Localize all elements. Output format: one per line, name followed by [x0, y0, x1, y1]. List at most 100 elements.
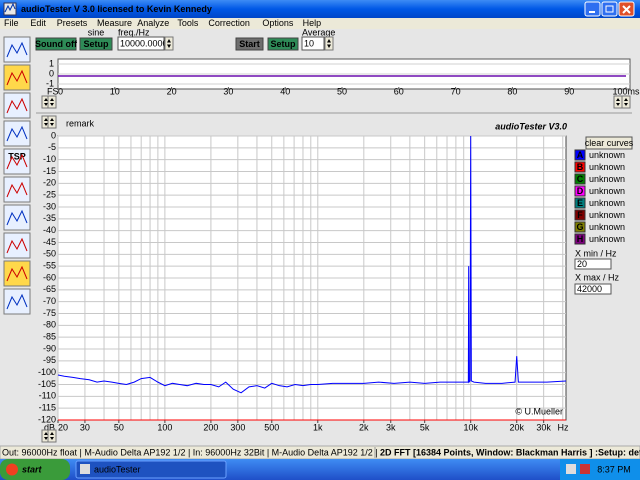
tool-button[interactable]: [3, 176, 31, 203]
spinner[interactable]: [47, 115, 57, 129]
spectrum-x-tick-label: 2k: [359, 422, 369, 432]
tool-button[interactable]: [3, 120, 31, 147]
menu-item[interactable]: Help: [303, 18, 322, 28]
legend-swatch[interactable]: [574, 209, 586, 221]
scope-x-tick-label: 30: [223, 86, 233, 96]
xmin-input[interactable]: [574, 258, 612, 270]
tool-button[interactable]: [3, 92, 31, 119]
spectrum-x-tick-label: 500: [264, 422, 279, 432]
spinner[interactable]: [613, 95, 623, 109]
spectrum-y-tick-label: -105: [38, 379, 56, 389]
clear-curves-label: clear curves: [585, 138, 634, 148]
spectrum-y-tick-label: -10: [43, 154, 56, 164]
spinner[interactable]: [164, 36, 174, 51]
spectrum-y-tick-label: -80: [43, 320, 56, 330]
tool-button[interactable]: [3, 148, 31, 175]
spinner[interactable]: [47, 95, 57, 109]
sound-off-button[interactable]: [35, 37, 77, 51]
task-label: audioTester: [94, 464, 141, 474]
spectrum-y-tick-label: -75: [43, 308, 56, 318]
scope-y-tick-label: 1: [49, 58, 54, 68]
spinner[interactable]: [621, 95, 631, 109]
spectrum-x-tick-label: 30k: [536, 422, 551, 432]
average-input-text: 10: [304, 38, 314, 48]
spectrum-x-tick-label: 200: [203, 422, 218, 432]
average-input[interactable]: [301, 36, 325, 51]
task-icon: [80, 464, 90, 474]
tool-glyph: [6, 265, 28, 282]
spinner-arrows: [624, 98, 628, 106]
scope-x-tick-label: 90: [564, 86, 574, 96]
legend-letter: F: [577, 210, 583, 220]
menu-item[interactable]: Options: [262, 18, 294, 28]
scope-x-tick-label: 70: [451, 86, 461, 96]
freq-input[interactable]: [117, 36, 165, 51]
start-label: start: [22, 464, 43, 474]
menu-item[interactable]: Edit: [30, 18, 46, 28]
spectrum-y-tick-label: -25: [43, 190, 56, 200]
clock: 8:37 PM: [597, 464, 631, 474]
spinner[interactable]: [47, 429, 57, 443]
legend-swatch[interactable]: [574, 185, 586, 197]
menu-item[interactable]: Presets: [57, 18, 88, 28]
maximize-button[interactable]: [601, 1, 618, 17]
scope-x-tick-label: 60: [394, 86, 404, 96]
remark-label: remark: [66, 118, 95, 128]
legend-swatch[interactable]: [574, 173, 586, 185]
task-button[interactable]: [75, 460, 227, 479]
spectrum-y-tick-label: -115: [39, 403, 56, 413]
xmax-label: X max / Hz: [575, 272, 620, 282]
scope-x-tick-label: 10: [110, 86, 120, 96]
tool-button[interactable]: [3, 288, 31, 315]
scope-x-tick-label: 100ms: [612, 86, 640, 96]
xmax-input-text: 42000: [577, 284, 602, 294]
menu-item[interactable]: Analyze: [137, 18, 169, 28]
legend-swatch[interactable]: [574, 161, 586, 173]
spinner[interactable]: [324, 36, 334, 51]
spinner-arrows: [50, 98, 54, 106]
xmax-input[interactable]: [574, 283, 612, 295]
legend-letter: G: [576, 222, 583, 232]
legend-name: unknown: [589, 174, 625, 184]
tool-button[interactable]: [3, 36, 31, 63]
legend-swatch[interactable]: [574, 149, 586, 161]
generator-setup-button[interactable]: [79, 37, 113, 51]
legend-swatch[interactable]: [574, 233, 586, 245]
menu-item[interactable]: Tools: [177, 18, 199, 28]
tool-glyph: [6, 181, 28, 198]
scope-x-tick-label: 20: [167, 86, 177, 96]
clear-curves-button[interactable]: [585, 136, 633, 150]
tool-button[interactable]: [3, 260, 31, 287]
tool-button[interactable]: [3, 204, 31, 231]
start-button[interactable]: [0, 459, 70, 480]
menu-bar: [0, 18, 640, 29]
generator-setup-button-label: Setup: [83, 39, 109, 49]
spectrum-x-tick-label: 100: [157, 422, 172, 432]
spectrum-y-tick-label: -15: [43, 166, 56, 176]
spectrum-y-tick-label: -40: [43, 225, 56, 235]
menu-item[interactable]: Correction: [208, 18, 250, 28]
legend-swatch[interactable]: [574, 197, 586, 209]
maximize-glyph: [605, 5, 614, 13]
spinner-arrows: [327, 39, 331, 48]
legend-letter: D: [577, 186, 584, 196]
scope-x-tick-label: 0: [58, 86, 63, 96]
legend-name: unknown: [589, 234, 625, 244]
legend-letter: E: [577, 198, 583, 208]
title-bar: [0, 0, 640, 18]
minimize-button[interactable]: [584, 1, 601, 17]
menu-item[interactable]: Measure: [97, 18, 132, 28]
tool-button[interactable]: [3, 232, 31, 259]
legend-swatch[interactable]: [574, 221, 586, 233]
tool-glyph: [6, 153, 28, 170]
start-button[interactable]: [235, 37, 264, 51]
start-logo: [6, 463, 18, 476]
xmin-input-text: 20: [577, 259, 587, 269]
analyzer-setup-button[interactable]: [267, 37, 299, 51]
spectrum-y-tick-label: -95: [43, 355, 56, 365]
spectrum-x-tick-label: 10k: [463, 422, 478, 432]
menu-item[interactable]: File: [4, 18, 19, 28]
legend-letter: A: [577, 150, 584, 160]
tool-button[interactable]: [3, 64, 31, 91]
